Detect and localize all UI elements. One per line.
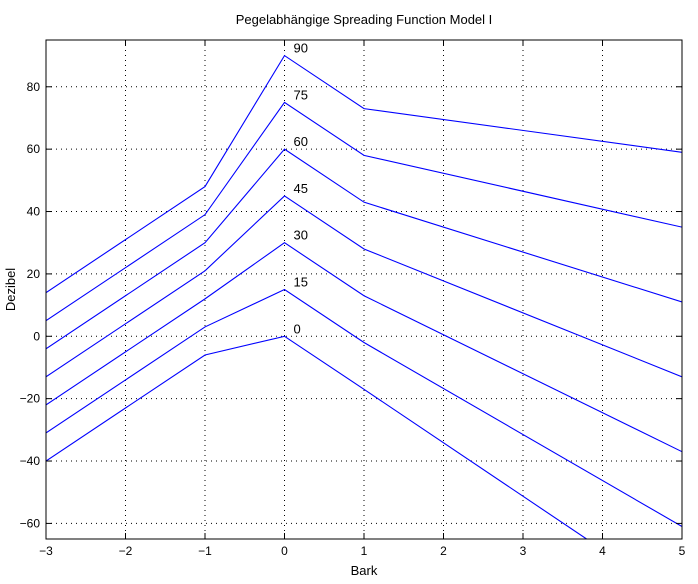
- series-label-75: 75: [294, 87, 308, 102]
- x-axis-title: Bark: [351, 563, 378, 578]
- chart-title: Pegelabhängige Spreading Function Model …: [236, 12, 493, 27]
- x-tick-label-6: 3: [520, 544, 527, 558]
- series-line-45: [46, 195, 682, 378]
- x-tick-label-4: 1: [361, 544, 368, 558]
- x-tick-label-0: −3: [39, 544, 53, 558]
- x-tick-label-7: 4: [599, 544, 606, 558]
- series-line-15: [46, 288, 682, 527]
- x-tick-label-2: −1: [198, 544, 212, 558]
- series-line-75: [46, 101, 682, 322]
- plot-frame: [45, 39, 683, 540]
- series-line-30: [46, 242, 682, 453]
- y-tick-label-4: 20: [27, 267, 41, 281]
- y-tick-label-3: 0: [33, 329, 40, 343]
- x-tick-label-8: 5: [679, 544, 686, 558]
- series-label-15: 15: [294, 275, 308, 290]
- y-tick-label-1: −40: [20, 454, 41, 468]
- x-tick-label-3: 0: [281, 544, 288, 558]
- series-group: [46, 54, 682, 539]
- y-tick-label-6: 60: [27, 142, 41, 156]
- series-line-0: [46, 335, 587, 539]
- series-label-60: 60: [294, 134, 308, 149]
- y-tick-label-5: 40: [27, 205, 41, 219]
- y-tick-label-7: 80: [27, 80, 41, 94]
- series-label-90: 90: [294, 41, 308, 56]
- series-label-30: 30: [294, 228, 308, 243]
- x-tick-label-5: 2: [440, 544, 447, 558]
- series-line-90: [46, 54, 682, 294]
- series-label-0: 0: [294, 321, 301, 336]
- series-label-45: 45: [294, 181, 308, 196]
- x-tick-label-1: −2: [119, 544, 133, 558]
- series-line-60: [46, 148, 682, 350]
- y-axis-title: Dezibel: [3, 268, 18, 311]
- y-tick-label-2: −20: [20, 392, 41, 406]
- y-tick-label-0: −60: [20, 516, 41, 530]
